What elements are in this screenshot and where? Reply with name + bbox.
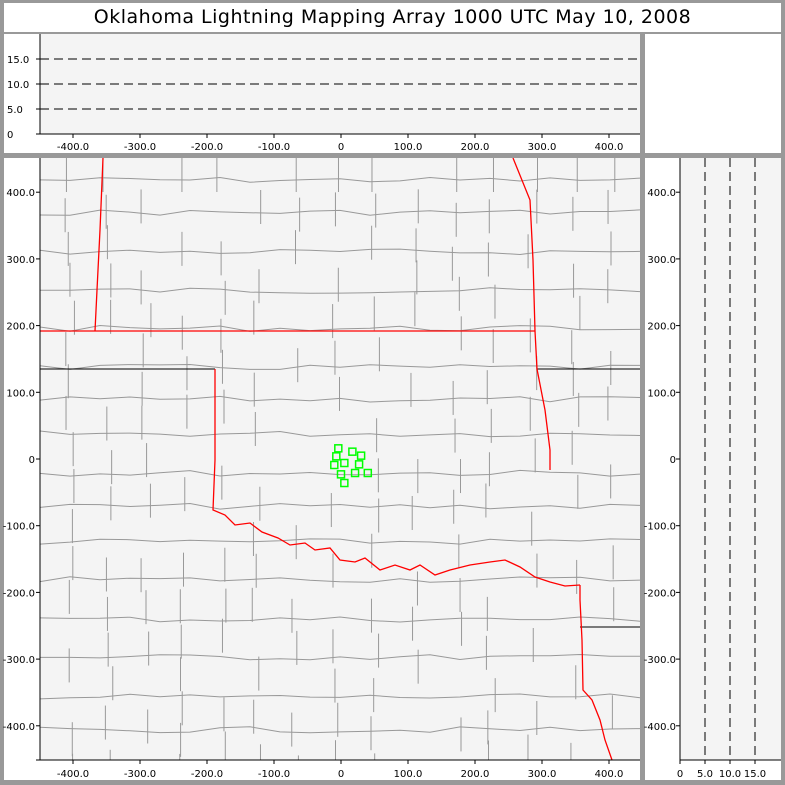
county-border bbox=[40, 287, 640, 294]
county-border bbox=[40, 248, 640, 256]
y-tick-label: 5.0 bbox=[7, 105, 23, 116]
x-tick-label: 0 bbox=[677, 769, 683, 780]
x-tick-label: 0 bbox=[338, 142, 344, 153]
lightning-source-marker bbox=[332, 452, 341, 461]
y-tick-label: -200.0 bbox=[644, 588, 676, 599]
county-border bbox=[40, 469, 640, 477]
county-border bbox=[40, 209, 640, 216]
red-river-border bbox=[212, 369, 581, 587]
y-tick-label: 300.0 bbox=[6, 255, 35, 266]
y-tick-label: 10.0 bbox=[7, 80, 29, 91]
y-tick-label: 200.0 bbox=[647, 322, 676, 333]
lightning-source-marker bbox=[334, 444, 343, 453]
county-border bbox=[40, 576, 640, 583]
county-border bbox=[40, 616, 640, 623]
county-border bbox=[40, 726, 640, 734]
y-tick-label: 0 bbox=[29, 455, 35, 466]
x-tick-label: -100.0 bbox=[258, 769, 290, 780]
y-tick-label: -400.0 bbox=[3, 722, 35, 733]
x-tick-label: -400.0 bbox=[57, 769, 89, 780]
y-tick-label: 400.0 bbox=[6, 188, 35, 199]
y-tick-label: 100.0 bbox=[647, 388, 676, 399]
county-border bbox=[40, 693, 640, 700]
x-tick-label: 0 bbox=[338, 769, 344, 780]
y-tick-label: -400.0 bbox=[644, 722, 676, 733]
y-tick-label: 0 bbox=[670, 455, 676, 466]
county-borders bbox=[40, 158, 640, 760]
lightning-source-marker bbox=[336, 470, 346, 479]
county-border bbox=[40, 363, 640, 370]
y-tick-label: 15.0 bbox=[7, 55, 29, 66]
y-tick-label: 100.0 bbox=[6, 388, 35, 399]
x-tick-label: 200.0 bbox=[461, 142, 490, 153]
corner-panel bbox=[645, 34, 781, 153]
x-tick-label: -200.0 bbox=[191, 769, 223, 780]
y-tick-label: -200.0 bbox=[3, 588, 35, 599]
y-tick-label: 0 bbox=[7, 130, 13, 141]
county-border bbox=[40, 324, 640, 332]
lightning-source-marker bbox=[330, 460, 339, 470]
x-tick-label: 100.0 bbox=[394, 769, 423, 780]
y-tick-label: -300.0 bbox=[3, 655, 35, 666]
lightning-sources bbox=[330, 444, 373, 488]
x-tick-label: 15.0 bbox=[744, 769, 766, 780]
x-tick-label: 200.0 bbox=[461, 769, 490, 780]
y-tick-label: 400.0 bbox=[647, 188, 676, 199]
x-tick-label: -300.0 bbox=[124, 142, 156, 153]
oklahoma-arkansas-border bbox=[512, 158, 551, 470]
x-tick-label: -200.0 bbox=[191, 142, 223, 153]
y-tick-label: 200.0 bbox=[6, 322, 35, 333]
plan-view-panel: -400.0 -300.0 -200.0 -100.0 0 100.0 200.0 300.0… bbox=[3, 158, 640, 780]
y-tick-label: -100.0 bbox=[3, 522, 35, 533]
lightning-source-marker bbox=[348, 447, 357, 456]
y-tick-label: -100.0 bbox=[644, 522, 676, 533]
x-tick-label: 5.0 bbox=[697, 769, 713, 780]
state-borders bbox=[40, 158, 640, 760]
altitude-ew-panel: -400.0 -300.0 -200.0 -100.0 0 100.0 200.0 300.0… bbox=[4, 34, 640, 153]
county-border bbox=[40, 430, 640, 438]
x-tick-label: 10.0 bbox=[719, 769, 741, 780]
x-tick-label: -400.0 bbox=[57, 142, 89, 153]
x-tick-label: 400.0 bbox=[595, 142, 624, 153]
lightning-source-marker bbox=[363, 468, 373, 478]
x-tick-label: 300.0 bbox=[528, 769, 557, 780]
y-tick-label: 300.0 bbox=[647, 255, 676, 266]
county-border bbox=[40, 502, 640, 510]
lightning-source-marker bbox=[354, 460, 364, 469]
x-tick-label: 400.0 bbox=[595, 769, 624, 780]
county-border bbox=[40, 653, 640, 661]
lightning-source-marker bbox=[340, 458, 349, 468]
y-tick-label: -300.0 bbox=[644, 655, 676, 666]
county-border bbox=[40, 538, 640, 545]
x-tick-label: 300.0 bbox=[528, 142, 557, 153]
lightning-source-marker bbox=[350, 468, 360, 478]
lightning-source-marker bbox=[356, 451, 366, 460]
x-tick-label: -100.0 bbox=[258, 142, 290, 153]
plot-title: Oklahoma Lightning Mapping Array 1000 UT… bbox=[4, 3, 781, 32]
x-tick-label: -300.0 bbox=[124, 769, 156, 780]
x-tick-label: 100.0 bbox=[394, 142, 423, 153]
altitude-ns-panel: 0 5.0 10.0 15.0 400.0 300.0 200.0 100.0 0 -100.0 -… bbox=[644, 158, 781, 780]
colorado-kansas-border bbox=[94, 158, 104, 332]
county-border bbox=[40, 176, 640, 183]
texas-louisiana-border bbox=[579, 585, 613, 760]
lightning-source-marker bbox=[340, 478, 349, 488]
